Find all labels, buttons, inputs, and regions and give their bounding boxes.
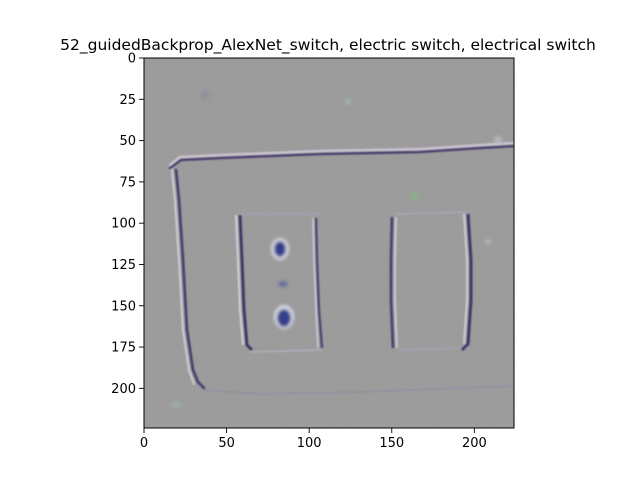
x-tick-label: 200 [462,436,487,451]
guided-backprop-image [144,58,514,428]
x-tick-label: 0 [140,436,148,451]
y-tick-label: 125 [111,258,136,273]
y-tick-label: 25 [119,93,136,108]
image-noise-texture [144,58,514,428]
y-tick-label: 100 [111,217,136,232]
y-tick-label: 150 [111,299,136,314]
color-speckles [147,90,502,409]
switch-plate-outline [168,141,514,395]
left-switch-frame [235,213,324,353]
y-axis: 0 25 50 75 100 125 150 175 200 [111,52,144,397]
right-switch-frame [389,211,473,352]
x-axis: 0 50 100 150 200 [140,428,487,451]
y-tick-label: 50 [119,134,136,149]
y-tick-label: 0 [128,52,136,67]
y-tick-label: 200 [111,382,136,397]
x-tick-label: 50 [218,436,235,451]
y-tick-label: 75 [119,175,136,190]
switch-buttons [271,238,294,329]
axes-frame [143,57,515,429]
chart-title: 52_guidedBackprop_AlexNet_switch, electr… [60,36,596,55]
x-tick-label: 150 [379,436,404,451]
y-tick-label: 175 [111,341,136,356]
x-tick-label: 100 [297,436,322,451]
